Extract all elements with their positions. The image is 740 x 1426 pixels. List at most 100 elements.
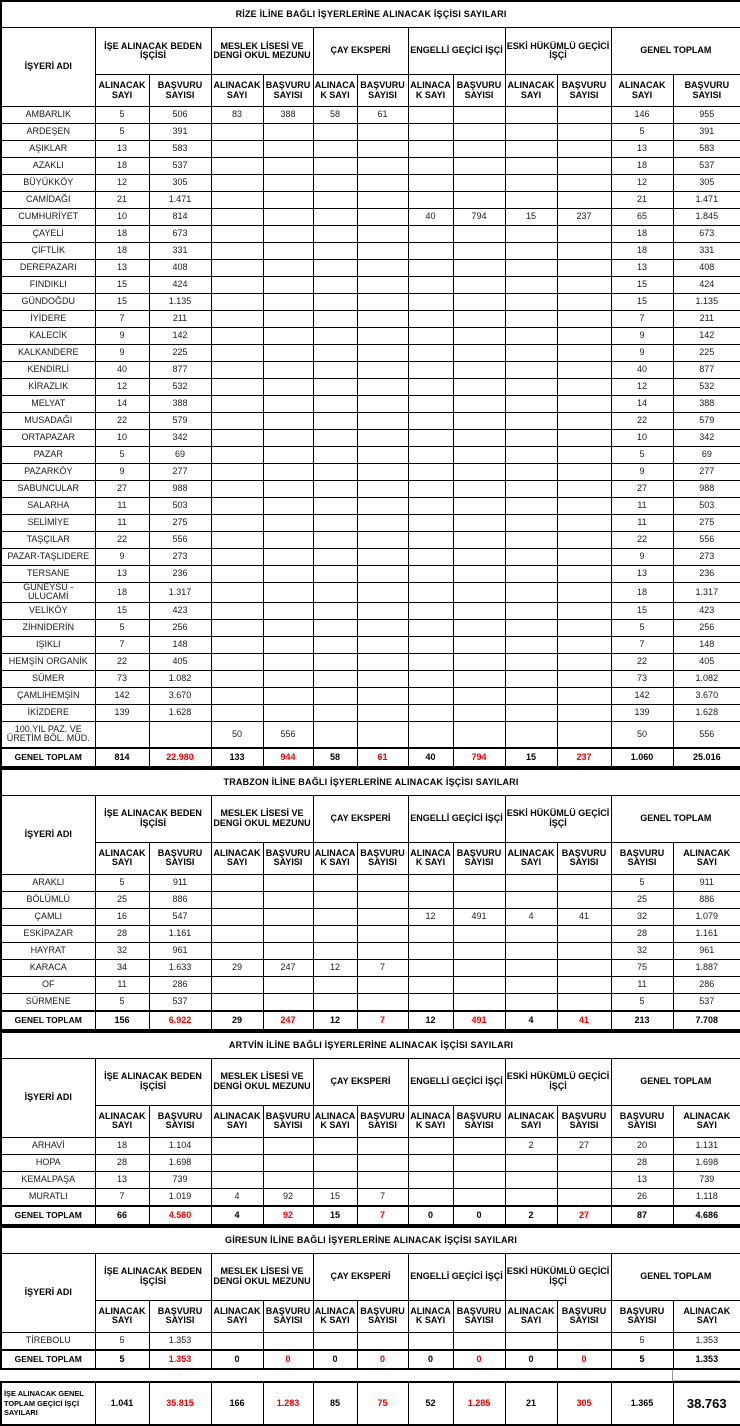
group-header: ESKİ HÜKÜMLÜ GEÇİCİ İŞÇİ <box>504 27 612 75</box>
value-cell: 9 <box>94 344 150 362</box>
value-cell: 1.845 <box>672 208 740 226</box>
value-cell <box>262 174 314 192</box>
workplace-name-cell: ORTAPAZAR <box>0 429 96 447</box>
value-cell: 886 <box>672 890 740 909</box>
value-cell <box>94 720 150 749</box>
value-cell: 1.317 <box>672 582 740 603</box>
value-cell <box>210 140 264 158</box>
value-cell: 58 <box>312 106 358 124</box>
value-cell: 388 <box>672 395 740 413</box>
value-cell <box>312 157 358 175</box>
value-cell <box>407 157 454 175</box>
value-cell <box>504 310 558 328</box>
value-cell: 13 <box>610 1170 674 1189</box>
workplace-name-cell: HOPA <box>0 1153 96 1172</box>
value-cell: 814 <box>148 208 212 226</box>
workplace-name-cell: ARDEŞEN <box>0 123 96 141</box>
value-cell: 405 <box>672 652 740 671</box>
total-value-cell: 7 <box>356 1204 409 1226</box>
value-cell <box>556 429 612 447</box>
value-cell <box>148 720 212 749</box>
value-cell <box>556 1153 612 1172</box>
value-cell: 391 <box>672 123 740 141</box>
value-cell <box>452 1187 506 1207</box>
value-cell: 1.353 <box>672 1331 740 1351</box>
workplace-name-cell: KARACA <box>0 958 96 977</box>
total-value-cell: 87 <box>610 1204 674 1226</box>
table-row: AŞIKLAR 13 583 13 583 <box>0 140 740 158</box>
value-cell <box>452 429 506 447</box>
value-cell: 11 <box>610 975 674 994</box>
value-cell <box>556 480 612 498</box>
value-cell <box>210 890 264 909</box>
sub-header: ALINACAK SAYI <box>407 74 454 107</box>
value-cell <box>452 174 506 192</box>
value-cell: 142 <box>148 327 212 345</box>
value-cell: 18 <box>94 225 150 243</box>
value-cell: 1.019 <box>148 1187 212 1207</box>
value-cell <box>452 975 506 994</box>
table-row: KARACA 34 1.633 29 247 12 7 75 1.887 <box>0 958 740 977</box>
value-cell: 405 <box>148 652 212 671</box>
value-cell <box>262 344 314 362</box>
value-cell <box>262 1331 314 1351</box>
value-cell: 961 <box>672 941 740 960</box>
workplace-name-cell: BÖLÜMLÜ <box>0 890 96 909</box>
value-cell <box>356 276 409 294</box>
value-cell <box>312 395 358 413</box>
title-row: TRABZON İLİNE BAĞLI İŞYERLERİNE ALINACAK… <box>0 768 740 796</box>
sub-header: ALINACAK SAYI <box>210 1299 264 1333</box>
value-cell <box>452 1136 506 1155</box>
value-cell: 69 <box>672 446 740 464</box>
value-cell <box>312 259 358 277</box>
value-cell: 15 <box>610 276 674 294</box>
table-row: CAMİDAĞI 21 1.471 21 1.471 <box>0 191 740 209</box>
value-cell <box>504 480 558 498</box>
total-value-cell: 61 <box>356 746 409 768</box>
value-cell: 1.628 <box>672 703 740 722</box>
value-cell <box>407 958 454 977</box>
value-cell: 342 <box>148 429 212 447</box>
value-cell: 139 <box>610 703 674 722</box>
value-cell <box>356 669 409 688</box>
value-cell: 491 <box>452 907 506 926</box>
workplace-name-cell: PAZARKÖY <box>0 463 96 481</box>
value-cell <box>312 582 358 603</box>
value-cell: 18 <box>94 242 150 260</box>
value-cell <box>312 242 358 260</box>
total-value-cell: 40 <box>407 746 454 768</box>
value-cell <box>504 582 558 603</box>
value-cell <box>504 941 558 960</box>
value-cell <box>452 412 506 430</box>
table-row: ARAKLI 5 911 5 911 <box>0 873 740 892</box>
value-cell <box>504 497 558 515</box>
value-cell: 275 <box>672 514 740 532</box>
value-cell: 27 <box>610 480 674 498</box>
value-cell <box>312 720 358 749</box>
value-cell <box>312 924 358 943</box>
workplace-name-cell: KALECİK <box>0 327 96 345</box>
value-cell <box>504 1187 558 1207</box>
total-value-cell: 814 <box>94 746 150 768</box>
value-cell <box>262 327 314 345</box>
value-cell: 11 <box>94 975 150 994</box>
value-cell: 424 <box>672 276 740 294</box>
table-row: SABUNCULAR 27 988 27 988 <box>0 480 740 498</box>
group-header-row: İŞYERİ ADI İŞE ALINACAK BEDEN İŞÇİSİ MESLE… <box>0 27 740 107</box>
value-cell <box>556 463 612 481</box>
value-cell: 988 <box>148 480 212 498</box>
value-cell <box>312 514 358 532</box>
value-cell: 877 <box>672 361 740 379</box>
value-cell <box>556 720 612 749</box>
value-cell <box>356 907 409 926</box>
value-cell: 15 <box>610 601 674 620</box>
table-row: ARHAVİ 18 1.104 2 27 20 1.131 <box>0 1136 740 1155</box>
value-cell <box>407 344 454 362</box>
value-cell <box>504 873 558 892</box>
value-cell <box>452 497 506 515</box>
value-cell <box>504 242 558 260</box>
value-cell: 12 <box>610 378 674 396</box>
value-cell <box>452 1170 506 1189</box>
sub-header-row: ALINACAK SAYI BAŞVURU SAYISI ALINACAK SAYI… <box>1 74 740 107</box>
value-cell: 5 <box>610 123 674 141</box>
